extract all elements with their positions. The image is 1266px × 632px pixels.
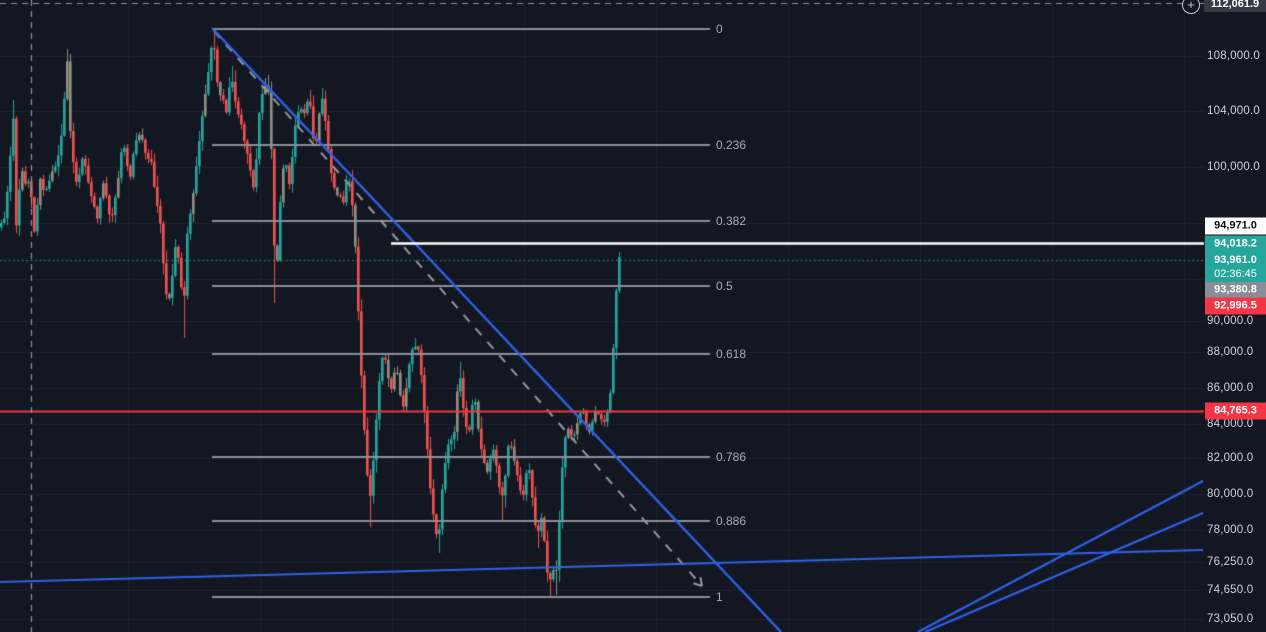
fib-level-label[interactable]: 0.236: [716, 138, 747, 152]
fib-level-label[interactable]: 0.618: [716, 347, 747, 361]
price-axis-label: 90,000.0: [1207, 315, 1254, 327]
bar-countdown: 02:36:45: [1214, 268, 1257, 280]
price-line-tag: 93,380.8: [1205, 281, 1266, 299]
price-line-tag: 84,765.3: [1205, 402, 1266, 420]
price-axis-label: 104,000.0: [1207, 105, 1260, 117]
add-alert-plus-icon[interactable]: +: [1182, 0, 1200, 14]
fib-level-label[interactable]: 0.382: [716, 214, 747, 228]
price-axis-label: 84,000.0: [1207, 418, 1254, 430]
price-axis-label: 73,050.0: [1207, 613, 1254, 625]
fib-level-label[interactable]: 0.886: [716, 514, 747, 528]
price-axis-label: 100,000.0: [1207, 161, 1260, 173]
current-price-countdown-tag: 93,961.0 02:36:45: [1205, 252, 1266, 282]
crosshair-price-label: 112,061.9: [1204, 0, 1266, 12]
price-axis-label: 88,000.0: [1207, 346, 1254, 358]
fib-level-label[interactable]: 0.5: [716, 279, 733, 293]
price-axis-label: 78,000.0: [1207, 524, 1254, 536]
price-line-tag: 94,971.0: [1205, 217, 1266, 235]
price-axis-label: 86,000.0: [1207, 382, 1254, 394]
price-line-tag: 94,018.2: [1205, 235, 1266, 253]
price-axis-label: 108,000.0: [1207, 50, 1260, 62]
fib-level-label[interactable]: 0: [716, 22, 723, 36]
fib-level-label[interactable]: 1: [716, 590, 723, 604]
price-axis-label: 74,650.0: [1207, 584, 1254, 596]
price-line-tag: 92,996.5: [1205, 297, 1266, 315]
price-axis-label: 82,000.0: [1207, 452, 1254, 464]
price-axis-label: 76,250.0: [1207, 556, 1254, 568]
fib-level-label[interactable]: 0.786: [716, 450, 747, 464]
current-price-value: 93,961.0: [1214, 254, 1257, 266]
price-axis-label: 80,000.0: [1207, 488, 1254, 500]
